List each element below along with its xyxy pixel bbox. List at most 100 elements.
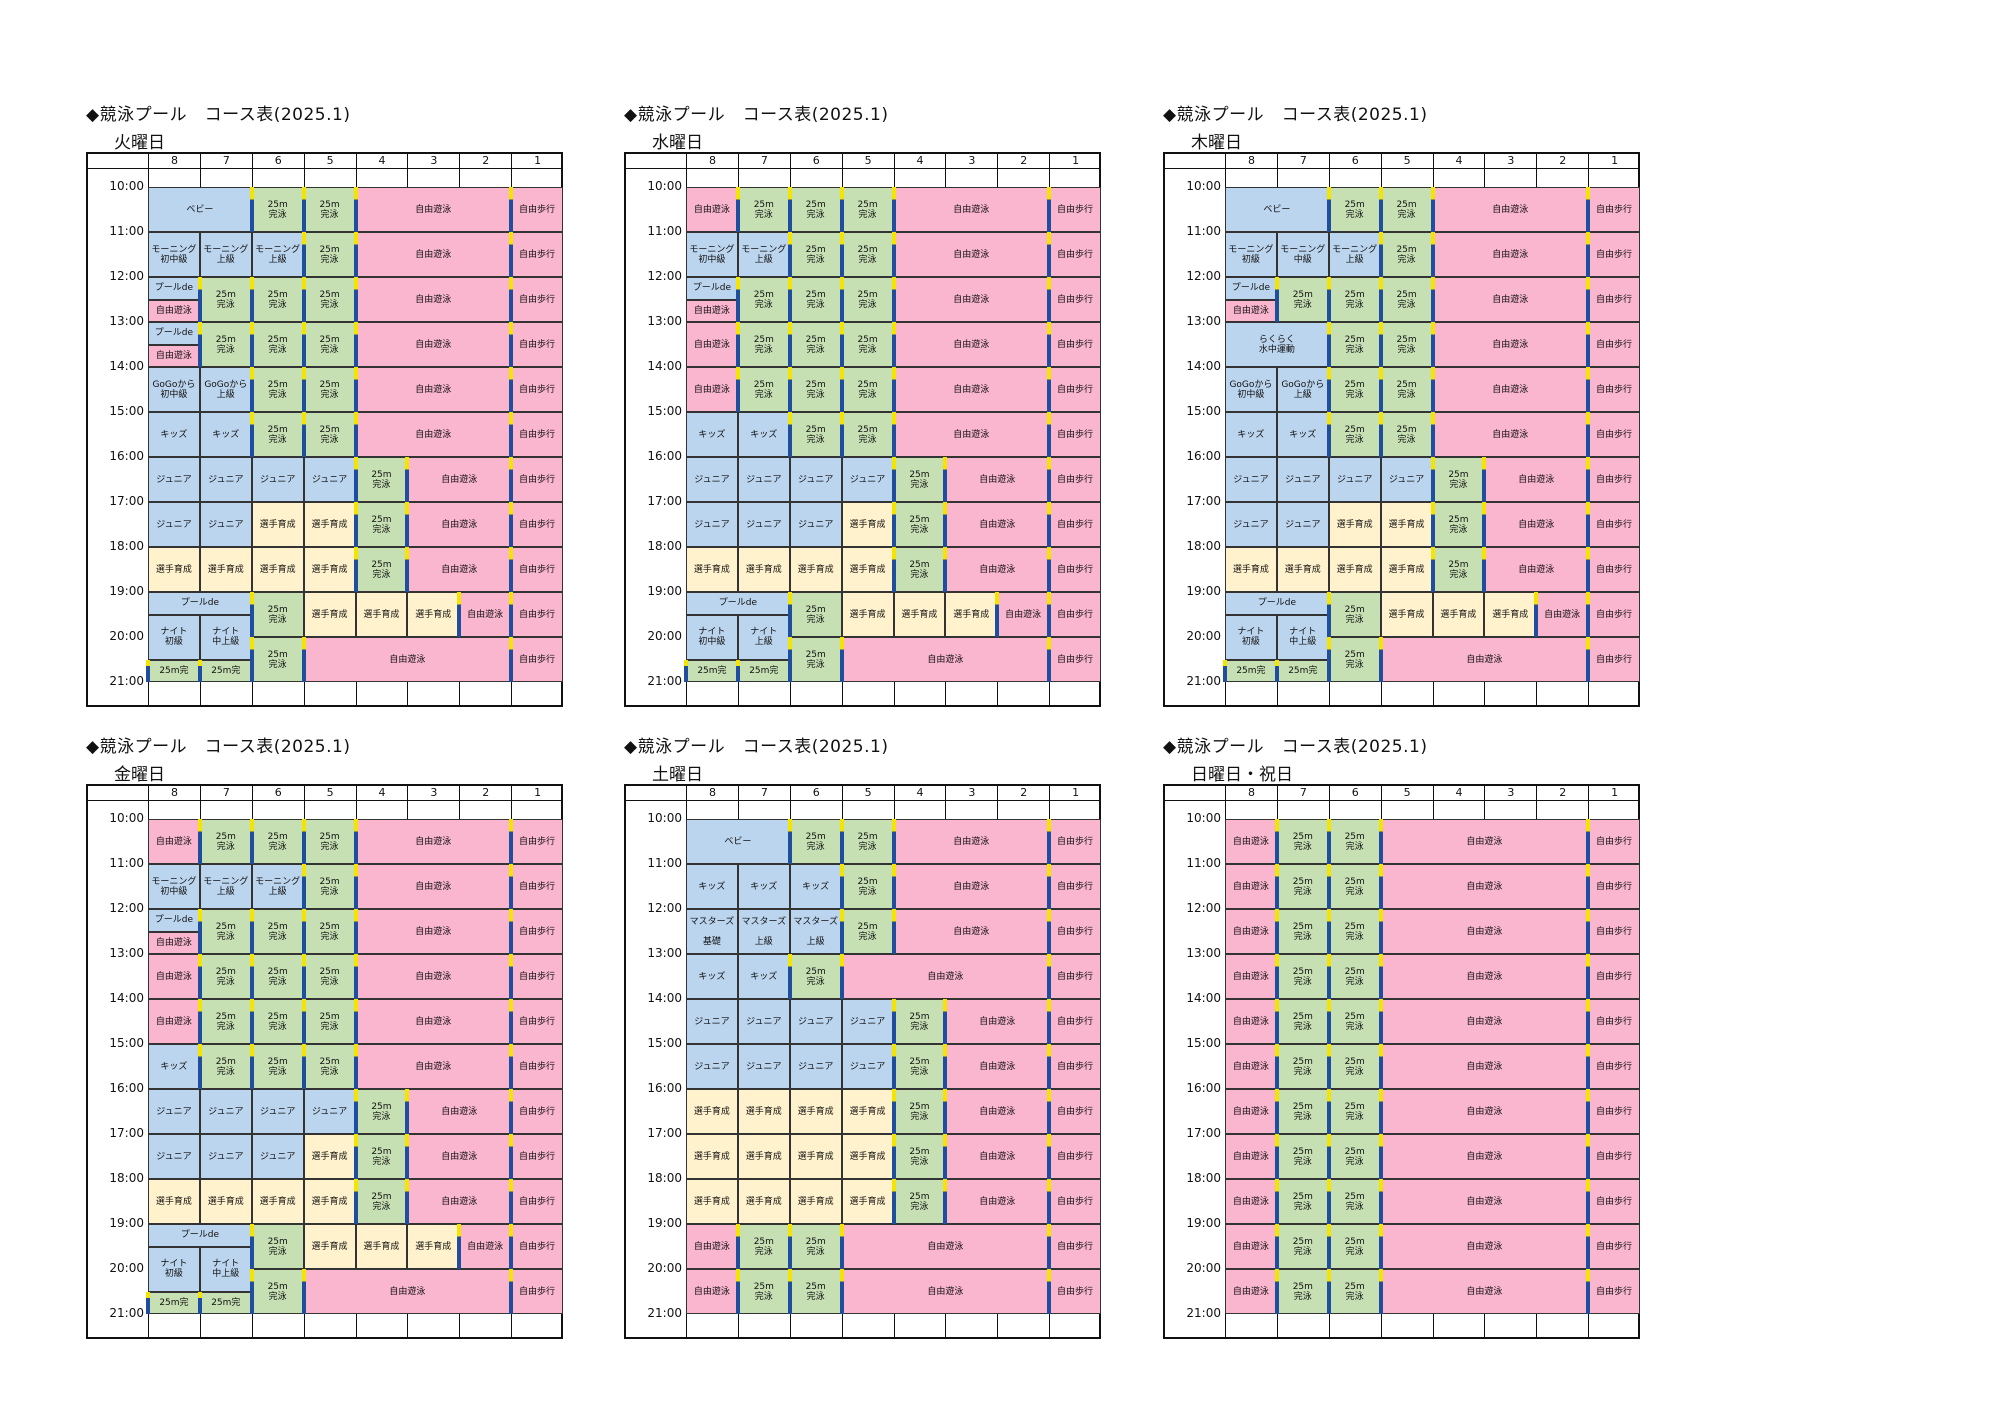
lane-rope-marker: [1378, 322, 1383, 367]
activity-block: 自由遊泳: [1432, 322, 1589, 367]
activity-block: 自由歩行: [511, 502, 563, 547]
activity-block: 25m 完泳: [251, 1044, 304, 1089]
activity-block: 自由歩行: [1049, 547, 1101, 592]
lane-rope-marker: [1047, 1269, 1052, 1314]
header-divider: [1165, 800, 1638, 801]
lane-header: 4: [1432, 786, 1485, 800]
activity-block: ジュニア: [686, 457, 738, 502]
lane-header: 6: [789, 154, 842, 168]
activity-block: キッズ: [148, 412, 200, 457]
activity-block: 選手育成: [303, 1224, 356, 1269]
lane-header: 5: [1380, 154, 1433, 168]
activity-block: 自由歩行: [1049, 999, 1101, 1044]
activity-block: モーニング 上級: [737, 232, 790, 277]
lane-rope-marker: [405, 457, 410, 502]
activity-block: 選手育成: [737, 1179, 790, 1224]
activity-block: キッズ: [789, 864, 842, 909]
lane-rope-marker: [1534, 592, 1539, 637]
activity-block: 選手育成: [945, 592, 998, 637]
activity-block: 25m 完泳: [789, 592, 842, 637]
lane-rope-marker: [249, 1224, 254, 1269]
activity-block: 25m 完泳: [303, 999, 356, 1044]
activity-block: 自由遊泳: [1484, 457, 1589, 502]
lane-rope-marker: [787, 637, 792, 682]
lane-rope-marker: [1378, 1224, 1383, 1269]
lane-rope-marker: [509, 864, 514, 909]
lane-header: 4: [355, 154, 408, 168]
lane-rope-marker: [1586, 864, 1591, 909]
activity-block: 自由歩行: [1588, 1134, 1640, 1179]
lane-rope-marker: [1326, 954, 1331, 999]
header-divider: [626, 168, 1099, 169]
time-label: 13:00: [109, 946, 144, 960]
activity-block: 25m 完泳: [789, 187, 842, 232]
schedule-table: 8 7 6 5 4 3 2 1 10:00 11:00 12:00 13:00 14:00 15:00 16…: [86, 784, 563, 1339]
activity-block: 自由遊泳: [1380, 1224, 1589, 1269]
activity-block: 自由歩行: [511, 547, 563, 592]
lane-rope-marker: [509, 1044, 514, 1089]
activity-block: プールde: [148, 322, 200, 345]
lane-rope-marker: [1047, 277, 1052, 322]
lane-rope-marker: [301, 1044, 306, 1089]
activity-block: 25m完: [686, 659, 738, 682]
lane-header: 5: [841, 786, 894, 800]
activity-block: 25m 完泳: [303, 232, 356, 277]
activity-block: 自由歩行: [1588, 864, 1640, 909]
lane-rope-marker: [839, 637, 844, 682]
activity-block: ジュニア: [737, 457, 790, 502]
activity-block: プールde: [1225, 592, 1329, 615]
time-label: 21:00: [647, 1306, 682, 1320]
activity-block: ナイト 中上級: [1276, 614, 1329, 660]
lane-rope-marker: [509, 412, 514, 457]
lane-header: 3: [407, 786, 459, 800]
activity-block: 自由歩行: [1588, 367, 1640, 412]
activity-block: 25m 完泳: [251, 592, 304, 637]
lane-rope-marker: [509, 819, 514, 864]
lane-rope-marker: [249, 1269, 254, 1314]
day-label: 日曜日・祝日: [1191, 765, 1293, 785]
lane-header: 4: [355, 786, 408, 800]
lane-rope-marker: [1586, 457, 1591, 502]
activity-block: モーニング 初中級: [148, 232, 200, 277]
activity-block: 自由遊泳: [893, 322, 1050, 367]
activity-block: ジュニア: [686, 502, 738, 547]
activity-block: 選手育成: [148, 547, 200, 592]
lane-rope-marker: [1326, 1044, 1331, 1089]
activity-block: 25m 完泳: [303, 1044, 356, 1089]
activity-block: 自由歩行: [1049, 1224, 1101, 1269]
lane-header: 7: [737, 154, 790, 168]
lane-rope-marker: [839, 1224, 844, 1269]
activity-block: 25m 完泳: [303, 864, 356, 909]
activity-block: 自由遊泳: [355, 954, 512, 999]
lane-rope-marker: [735, 1224, 740, 1269]
activity-block: 25m 完泳: [1380, 412, 1433, 457]
activity-block: 自由遊泳: [1380, 1089, 1589, 1134]
lane-rope-marker: [353, 819, 358, 864]
activity-block: 25m 完泳: [303, 367, 356, 412]
activity-block: 25m 完泳: [893, 1134, 946, 1179]
lane-rope-marker: [735, 277, 740, 322]
lane-header: 7: [1276, 154, 1329, 168]
time-label: 13:00: [1186, 314, 1221, 328]
lane-rope-marker: [249, 412, 254, 457]
activity-block: 25m完: [1276, 659, 1329, 682]
lane-rope-marker: [353, 322, 358, 367]
lane-rope-marker: [197, 954, 202, 999]
activity-block: GoGoから 上級: [199, 367, 252, 412]
time-label: 10:00: [1186, 811, 1221, 825]
lane-rope-marker: [787, 592, 792, 637]
lane-rope-marker: [353, 954, 358, 999]
lane-rope-marker: [509, 592, 514, 637]
activity-block: 選手育成: [1380, 502, 1433, 547]
lane-rope-marker: [301, 412, 306, 457]
activity-block: 自由歩行: [1049, 277, 1101, 322]
lane-rope-marker: [787, 954, 792, 999]
time-label: 10:00: [647, 179, 682, 193]
activity-block: 25m 完泳: [1380, 187, 1433, 232]
activity-block: ベビー: [686, 819, 790, 864]
lane-rope-marker: [1047, 502, 1052, 547]
lane-rope-marker: [353, 1089, 358, 1134]
activity-block: ナイト 初級: [1225, 614, 1277, 660]
activity-block: 25m 完泳: [737, 187, 790, 232]
lane-rope-marker: [353, 999, 358, 1044]
